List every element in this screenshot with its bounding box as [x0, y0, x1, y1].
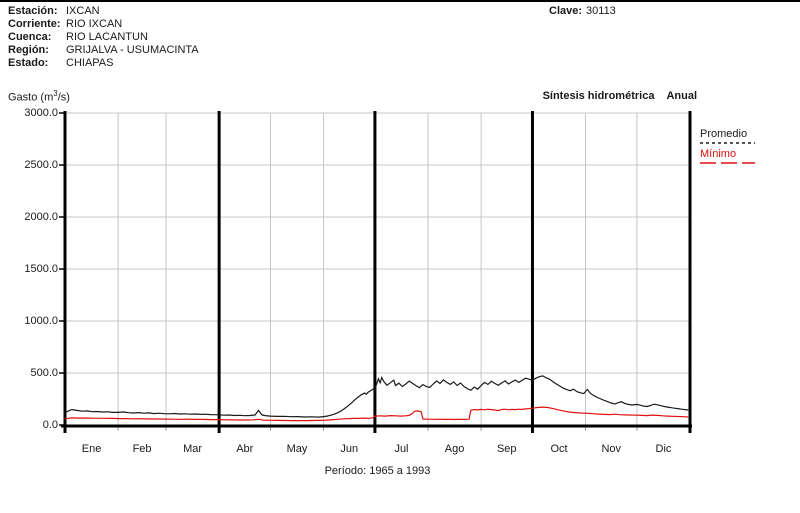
- month-label: Jul: [394, 443, 409, 455]
- legend-line-sample: [700, 142, 755, 144]
- field-value: CHIAPAS: [66, 57, 114, 69]
- promedio-line: [64, 375, 689, 418]
- field-value: IXCAN: [66, 5, 100, 17]
- station-field: Estación: IXCAN: [8, 5, 199, 18]
- period-caption: Período: 1965 a 1993: [324, 465, 431, 477]
- chart-subtitle: Anual: [666, 90, 697, 102]
- legend-item: Mínimo: [700, 148, 758, 166]
- month-label: May: [286, 443, 308, 455]
- month-label: Jun: [340, 443, 359, 455]
- field-label: Región:: [8, 44, 49, 56]
- legend-label: Mínimo: [700, 148, 737, 160]
- field-value: GRIJALVA - USUMACINTA: [66, 44, 199, 56]
- y-tick-label: 2000.0: [24, 211, 58, 223]
- clave-label: Clave:: [549, 5, 583, 17]
- month-label: Ene: [81, 443, 102, 455]
- field-value: RIO LACANTUN: [66, 31, 148, 43]
- field-label: Estación:: [8, 5, 58, 17]
- station-field: Corriente: RIO IXCAN: [8, 18, 199, 31]
- field-label: Estado:: [8, 57, 49, 69]
- month-label: Dic: [655, 443, 672, 455]
- month-label: Oct: [550, 443, 568, 455]
- y-tick-label: 1500.0: [24, 263, 58, 275]
- station-field: Región: GRIJALVA - USUMACINTA: [8, 44, 199, 57]
- y-tick-label: 0.0: [42, 419, 58, 431]
- chart-title: Síntesis hidrométrica Anual: [542, 90, 697, 102]
- clave-value: 30113: [586, 5, 616, 17]
- month-label: Sep: [496, 443, 517, 455]
- station-field: Estado: CHIAPAS: [8, 57, 199, 70]
- y-tick-label: 3000.0: [24, 107, 58, 119]
- month-label: Feb: [132, 443, 152, 455]
- y-tick-label: 500.0: [30, 367, 58, 379]
- field-value: RIO IXCAN: [66, 18, 123, 30]
- y-axis-title: Gasto (m3/s): [8, 89, 70, 104]
- month-label: Nov: [601, 443, 621, 455]
- minimo-line: [64, 406, 689, 422]
- legend: Promedio Mínimo: [700, 128, 758, 168]
- station-info: Estación: IXCAN Corriente: RIO IXCAN Cue…: [8, 5, 199, 70]
- y-tick-label: 1000.0: [24, 315, 58, 327]
- legend-line-sample: [700, 162, 755, 164]
- station-key: Clave: 30113: [549, 5, 616, 18]
- y-tick-label: 2500.0: [24, 159, 58, 171]
- month-label: Mar: [183, 443, 203, 455]
- legend-label: Promedio: [700, 128, 748, 140]
- field-label: Cuenca:: [8, 31, 52, 43]
- station-field: Cuenca: RIO LACANTUN: [8, 31, 199, 44]
- field-label: Corriente:: [8, 18, 61, 30]
- month-label: Abr: [236, 443, 254, 455]
- month-label: Ago: [444, 443, 465, 455]
- legend-item: Promedio: [700, 128, 758, 146]
